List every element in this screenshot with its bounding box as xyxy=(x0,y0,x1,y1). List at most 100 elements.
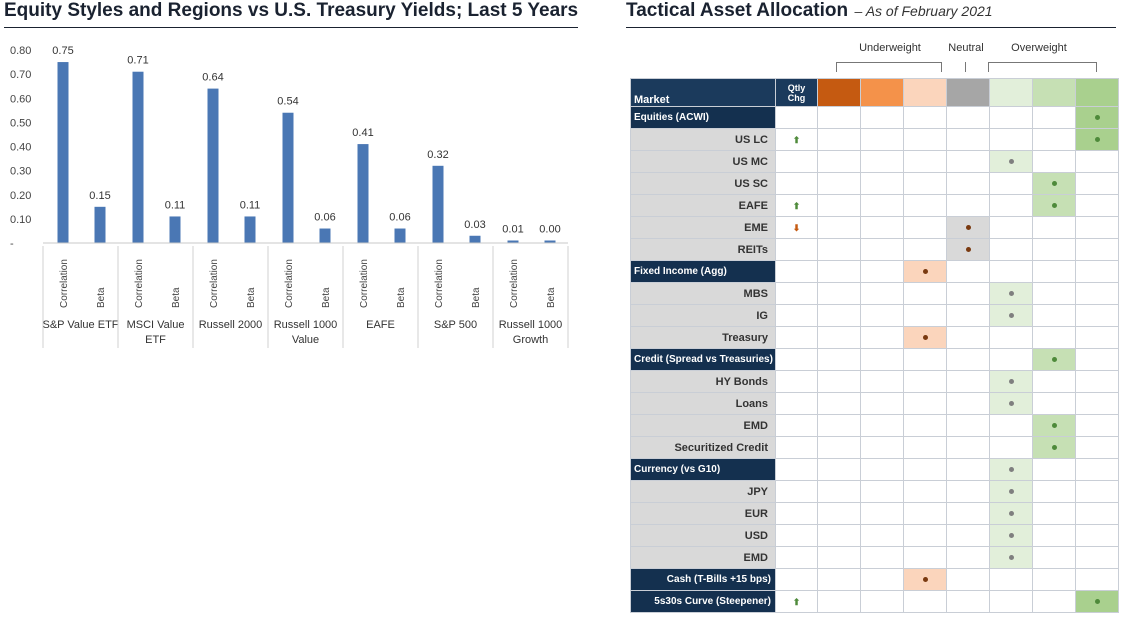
row-label: EUR xyxy=(630,502,776,525)
allocation-cell xyxy=(903,370,947,393)
section-label: Credit (Spread vs Treasuries) xyxy=(630,348,776,371)
bar xyxy=(169,216,181,243)
allocation-cell xyxy=(946,194,990,217)
qtly-chg-cell xyxy=(775,282,818,305)
sub-category-label: Beta xyxy=(396,287,407,308)
position-dot-icon xyxy=(1008,511,1014,517)
position-dot-icon xyxy=(965,247,971,253)
sub-category-label: Correlation xyxy=(59,259,70,308)
allocation-cell xyxy=(903,590,947,613)
allocation-cell xyxy=(1032,480,1076,503)
position-dot-icon xyxy=(1008,489,1014,495)
allocation-cell xyxy=(989,436,1033,459)
data-label: 0.32 xyxy=(427,149,448,161)
allocation-cell xyxy=(1075,172,1119,195)
allocation-cell xyxy=(860,590,904,613)
allocation-cell xyxy=(989,282,1033,305)
allocation-cell xyxy=(946,106,990,129)
allocation-cell xyxy=(989,348,1033,371)
allocation-cell xyxy=(946,260,990,283)
allocation-cell xyxy=(860,216,904,239)
table-row: EUR xyxy=(630,502,1119,525)
allocation-cell xyxy=(1075,392,1119,415)
y-tick-label: 0.40 xyxy=(10,142,31,154)
allocation-cell xyxy=(946,458,990,481)
position-dot-icon xyxy=(1008,291,1014,297)
row-label: MBS xyxy=(630,282,776,305)
allocation-cell xyxy=(1032,348,1076,371)
allocation-cell xyxy=(946,568,990,591)
qtly-chg-cell xyxy=(775,370,818,393)
allocation-cell xyxy=(903,106,947,129)
allocation-cell xyxy=(817,238,861,261)
allocation-cell xyxy=(1075,458,1119,481)
table-row: US LC ⬆ xyxy=(630,128,1119,151)
y-tick-label: 0.20 xyxy=(10,190,31,202)
allocation-cell xyxy=(860,238,904,261)
position-dot-icon xyxy=(1094,137,1100,143)
allocation-cell xyxy=(1075,326,1119,349)
position-dot-icon xyxy=(1008,533,1014,539)
allocation-cell xyxy=(989,326,1033,349)
y-tick-label: 0.50 xyxy=(10,117,31,129)
allocation-cell xyxy=(989,414,1033,437)
qtly-chg-cell xyxy=(775,150,818,173)
allocation-cell xyxy=(1032,436,1076,459)
allocation-cell xyxy=(989,216,1033,239)
section-label: Currency (vs G10) xyxy=(630,458,776,481)
section-label: Cash (T-Bills +15 bps) xyxy=(630,568,776,591)
allocation-cell xyxy=(989,238,1033,261)
position-dot-icon xyxy=(922,269,928,275)
allocation-cell xyxy=(946,304,990,327)
allocation-cell xyxy=(817,216,861,239)
taa-title: Tactical Asset Allocation – As of Februa… xyxy=(626,0,993,22)
allocation-cell xyxy=(1075,370,1119,393)
position-dot-icon xyxy=(1008,159,1014,165)
allocation-cell xyxy=(903,524,947,547)
allocation-cell xyxy=(946,436,990,459)
qtly-chg-cell xyxy=(775,106,818,129)
data-label: 0.11 xyxy=(240,199,261,211)
bar xyxy=(469,235,481,243)
allocation-cell xyxy=(1075,502,1119,525)
allocation-cell xyxy=(860,502,904,525)
table-row: EAFE ⬆ xyxy=(630,194,1119,217)
allocation-cell xyxy=(1032,128,1076,151)
allocation-cell xyxy=(860,194,904,217)
allocation-cell xyxy=(860,480,904,503)
allocation-cell xyxy=(903,172,947,195)
bar xyxy=(357,144,369,243)
allocation-cell xyxy=(946,348,990,371)
allocation-cell xyxy=(1075,194,1119,217)
group-overweight-label: Overweight xyxy=(1011,42,1067,54)
taa-title-sub: – As of February 2021 xyxy=(854,3,993,19)
data-label: 0.06 xyxy=(314,212,335,224)
position-dot-icon xyxy=(1051,357,1057,363)
neutral-bracket xyxy=(965,62,966,72)
allocation-cell xyxy=(860,370,904,393)
position-dot-icon xyxy=(1008,467,1014,473)
sub-category-label: Correlation xyxy=(209,259,220,308)
qtly-chg-cell: ⬆ xyxy=(775,194,818,217)
sub-category-label: Beta xyxy=(546,287,557,308)
allocation-cell xyxy=(1032,260,1076,283)
allocation-cell xyxy=(1032,238,1076,261)
group-neutral-label: Neutral xyxy=(948,42,984,54)
allocation-cell xyxy=(817,546,861,569)
row-label: IG xyxy=(630,304,776,327)
allocation-cell xyxy=(903,392,947,415)
allocation-cell xyxy=(1032,370,1076,393)
table-header-row: Market Qtly Chg xyxy=(630,78,1119,107)
allocation-cell xyxy=(817,172,861,195)
data-label: 0.01 xyxy=(502,224,523,236)
qtly-chg-cell xyxy=(775,480,818,503)
arrow-up-icon: ⬆ xyxy=(792,134,801,145)
section-row: Equities (ACWI) xyxy=(630,106,1119,129)
allocation-cell xyxy=(817,260,861,283)
allocation-cell xyxy=(989,590,1033,613)
qtly-chg-cell: ⬆ xyxy=(775,128,818,151)
allocation-cell xyxy=(903,216,947,239)
data-label: 0.54 xyxy=(277,96,298,108)
allocation-cell xyxy=(1075,150,1119,173)
category-label: EAFE xyxy=(366,319,395,331)
